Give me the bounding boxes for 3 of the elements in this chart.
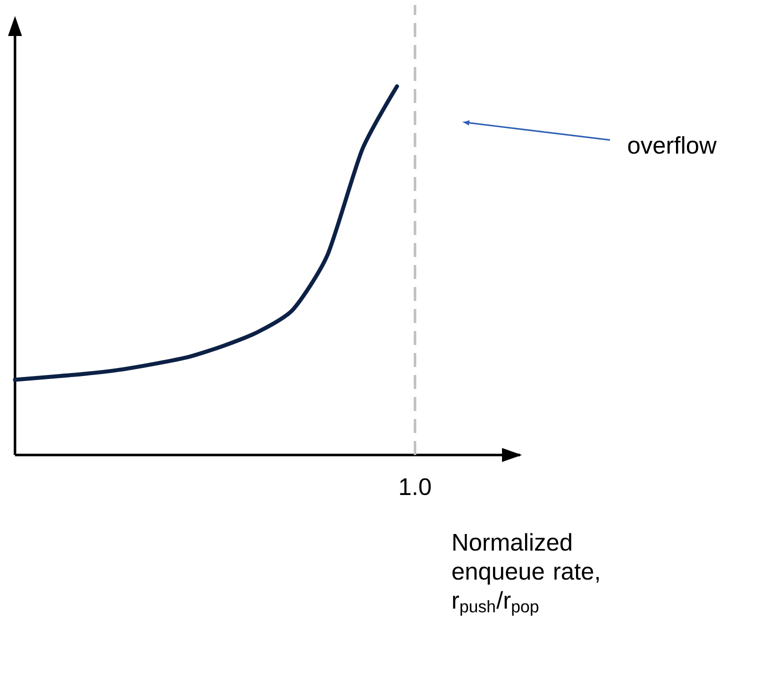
text: 1.0 <box>400 478 431 496</box>
text: overflow <box>628 136 717 154</box>
x-axis-title: Normalized enqueue rate, r$_{push}$/r$_{pop}$ <box>452 533 599 616</box>
